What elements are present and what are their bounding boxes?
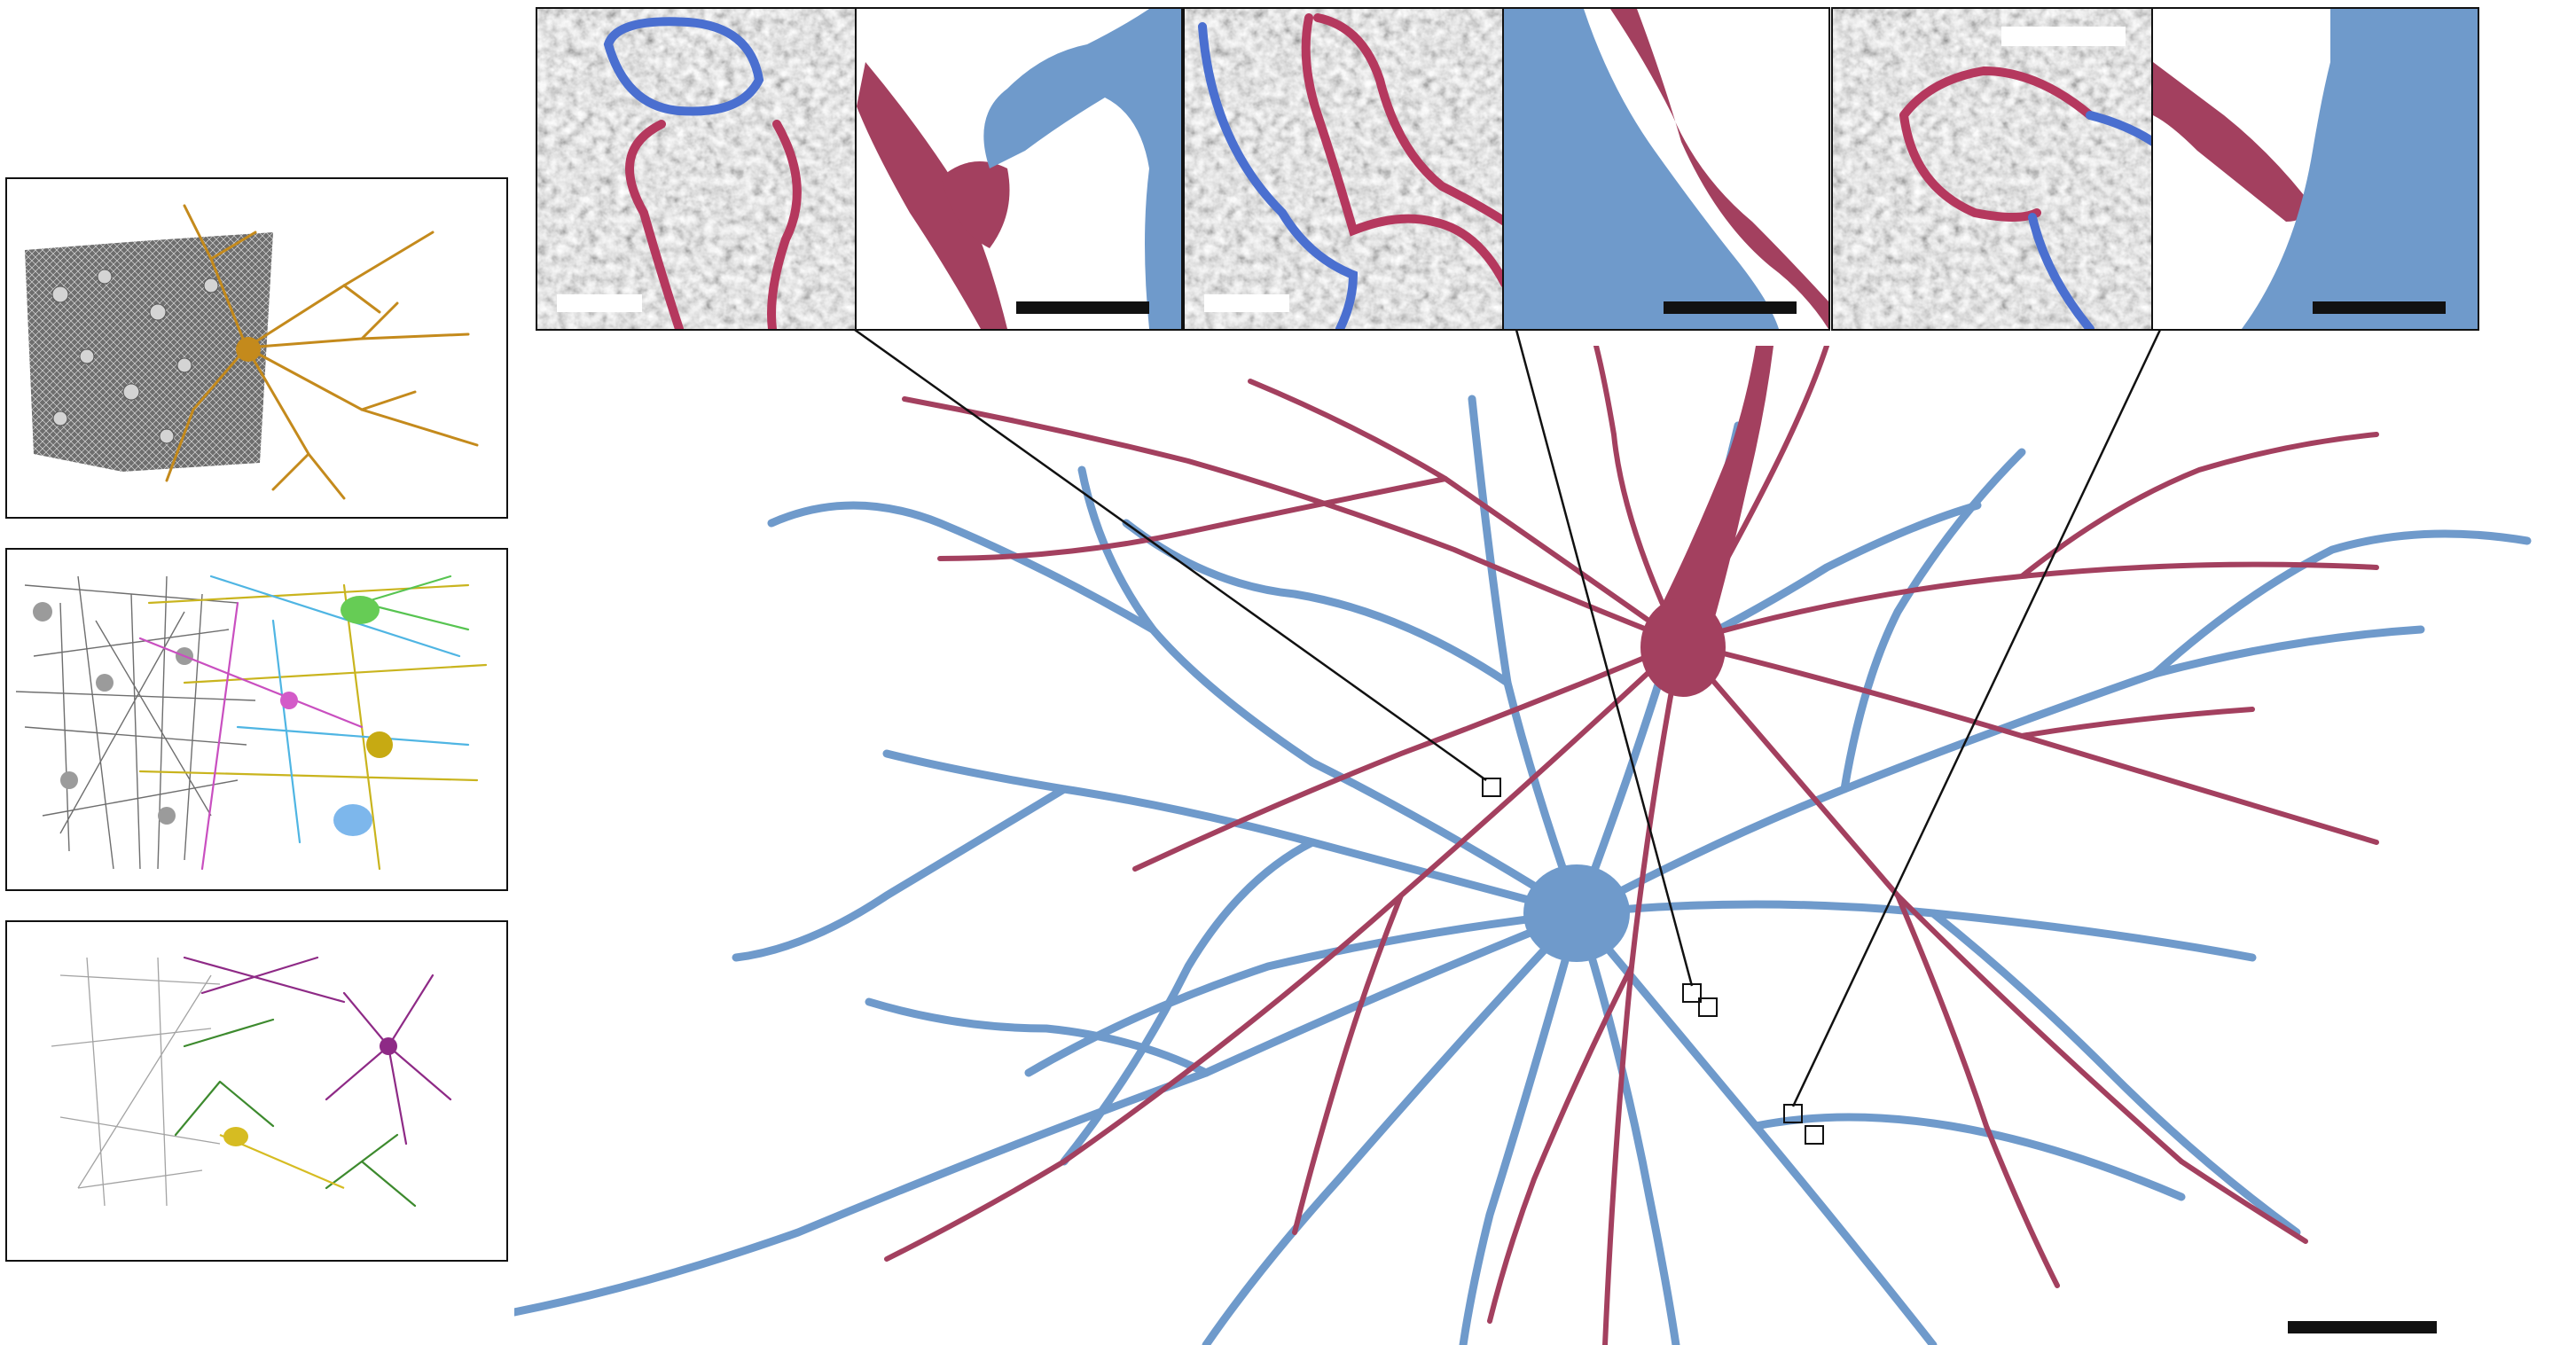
- green-soma: [341, 596, 380, 624]
- scale-bar-black: [2313, 301, 2446, 314]
- blue-dendrite-surface: [1504, 9, 1779, 329]
- pink-soma: [280, 692, 298, 709]
- left-panel-2: [5, 548, 508, 891]
- inset-em-1: [536, 7, 859, 331]
- red-trace: [1301, 13, 1505, 288]
- red-trace: [625, 120, 802, 329]
- scale-bar-white: [2001, 27, 2126, 46]
- blue-trace: [1198, 22, 1358, 329]
- inset-3d-2: [1502, 7, 1830, 331]
- yellow-soma-small: [223, 1127, 248, 1146]
- inset-3d-1: [855, 7, 1183, 331]
- scale-bar-black: [1664, 301, 1797, 314]
- blue-soma: [1523, 864, 1630, 962]
- yellow-soma: [366, 731, 393, 758]
- main-scale-bar: [2288, 1321, 2437, 1333]
- blue-trace: [2028, 111, 2153, 329]
- multicolor-neurons-render: [15, 575, 488, 871]
- blue-dendrite-surface: [983, 9, 1181, 329]
- red-soma: [1640, 598, 1726, 697]
- left-panel-1: [5, 177, 508, 519]
- inset-3d-3: [2151, 7, 2479, 331]
- red-dendrite-surface: [857, 62, 1007, 329]
- inset-em-3: [1831, 7, 2155, 331]
- blue-trace: [603, 17, 764, 116]
- red-spine-surface: [2153, 62, 2306, 222]
- blue-soma: [333, 804, 372, 836]
- gold-neuron: [165, 204, 479, 500]
- main-neuron-reconstruction: [514, 346, 2532, 1345]
- scale-bar-black: [1016, 301, 1149, 314]
- left-panel-3: [5, 920, 508, 1262]
- magenta-green-neurons-render: [51, 956, 452, 1208]
- scale-bar-white: [557, 294, 642, 312]
- gold-soma: [236, 337, 261, 362]
- red-apical-trunk: [1658, 346, 1773, 629]
- gold-neuron-render: [25, 204, 479, 500]
- red-trace: [1899, 66, 2094, 222]
- blue-dendrite-surface: [2242, 9, 2478, 329]
- red-dendrite-surface: [1610, 9, 1828, 329]
- scale-bar-white: [1204, 294, 1289, 312]
